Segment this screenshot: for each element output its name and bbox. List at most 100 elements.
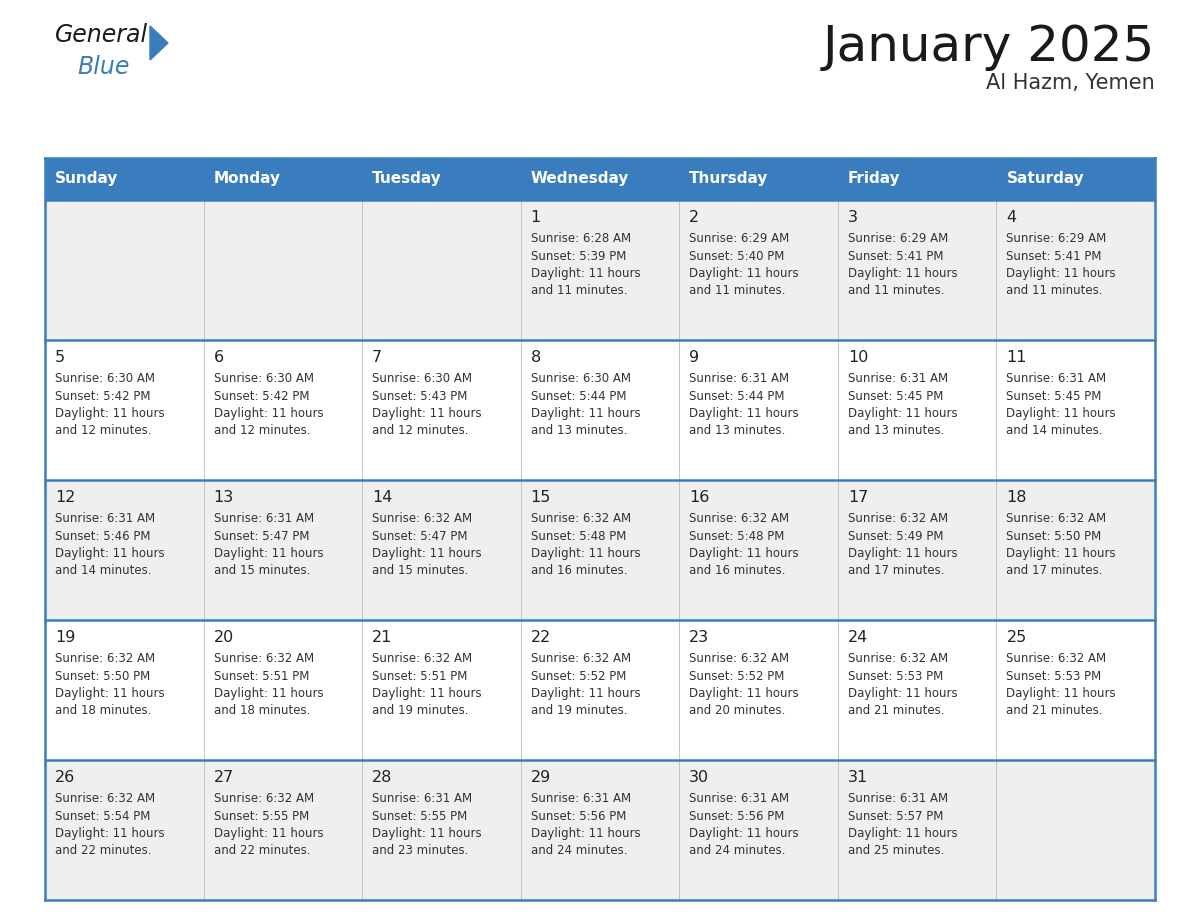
Text: 5: 5 <box>55 350 65 365</box>
Text: Monday: Monday <box>214 172 280 186</box>
Text: 25: 25 <box>1006 630 1026 645</box>
Text: Sunset: 5:45 PM: Sunset: 5:45 PM <box>1006 389 1101 402</box>
Text: Sunrise: 6:32 AM: Sunrise: 6:32 AM <box>848 512 948 525</box>
Text: 27: 27 <box>214 770 234 785</box>
Text: Sunrise: 6:32 AM: Sunrise: 6:32 AM <box>848 652 948 665</box>
Text: Sunrise: 6:31 AM: Sunrise: 6:31 AM <box>372 792 473 805</box>
Text: Sunset: 5:42 PM: Sunset: 5:42 PM <box>55 389 151 402</box>
Text: 3: 3 <box>848 210 858 225</box>
Text: Sunset: 5:44 PM: Sunset: 5:44 PM <box>531 389 626 402</box>
Text: 30: 30 <box>689 770 709 785</box>
Text: Sunset: 5:52 PM: Sunset: 5:52 PM <box>531 669 626 682</box>
Bar <box>838 158 997 200</box>
Text: Daylight: 11 hours: Daylight: 11 hours <box>689 687 798 700</box>
Text: Sunrise: 6:32 AM: Sunrise: 6:32 AM <box>689 512 789 525</box>
Text: and 18 minutes.: and 18 minutes. <box>214 704 310 718</box>
Text: Sunrise: 6:31 AM: Sunrise: 6:31 AM <box>848 372 948 385</box>
Text: Wednesday: Wednesday <box>531 172 630 186</box>
Text: 2: 2 <box>689 210 700 225</box>
Text: Daylight: 11 hours: Daylight: 11 hours <box>531 267 640 280</box>
Text: and 15 minutes.: and 15 minutes. <box>214 565 310 577</box>
Text: Daylight: 11 hours: Daylight: 11 hours <box>55 547 165 560</box>
Text: Sunset: 5:46 PM: Sunset: 5:46 PM <box>55 530 151 543</box>
Text: January 2025: January 2025 <box>823 23 1155 71</box>
Text: 16: 16 <box>689 490 709 505</box>
Text: Sunset: 5:47 PM: Sunset: 5:47 PM <box>214 530 309 543</box>
Text: Sunrise: 6:29 AM: Sunrise: 6:29 AM <box>689 232 790 245</box>
Text: Sunrise: 6:31 AM: Sunrise: 6:31 AM <box>848 792 948 805</box>
Text: 31: 31 <box>848 770 868 785</box>
Text: Sunrise: 6:31 AM: Sunrise: 6:31 AM <box>1006 372 1106 385</box>
Text: and 12 minutes.: and 12 minutes. <box>214 424 310 438</box>
Text: 23: 23 <box>689 630 709 645</box>
Polygon shape <box>150 26 168 60</box>
Text: 6: 6 <box>214 350 223 365</box>
Text: 19: 19 <box>55 630 75 645</box>
Text: 29: 29 <box>531 770 551 785</box>
Text: and 24 minutes.: and 24 minutes. <box>531 845 627 857</box>
Bar <box>680 158 838 200</box>
Text: Sunrise: 6:31 AM: Sunrise: 6:31 AM <box>55 512 156 525</box>
Text: Sunset: 5:55 PM: Sunset: 5:55 PM <box>372 810 467 823</box>
Text: Daylight: 11 hours: Daylight: 11 hours <box>531 827 640 840</box>
Text: and 14 minutes.: and 14 minutes. <box>1006 424 1102 438</box>
Text: Sunset: 5:49 PM: Sunset: 5:49 PM <box>848 530 943 543</box>
Text: 13: 13 <box>214 490 234 505</box>
Text: Sunset: 5:50 PM: Sunset: 5:50 PM <box>1006 530 1101 543</box>
Text: Sunrise: 6:32 AM: Sunrise: 6:32 AM <box>55 792 156 805</box>
Text: Sunset: 5:51 PM: Sunset: 5:51 PM <box>214 669 309 682</box>
Text: Sunrise: 6:31 AM: Sunrise: 6:31 AM <box>689 372 789 385</box>
Text: Sunrise: 6:30 AM: Sunrise: 6:30 AM <box>531 372 631 385</box>
Bar <box>45 760 1155 900</box>
Text: Daylight: 11 hours: Daylight: 11 hours <box>55 687 165 700</box>
Text: Daylight: 11 hours: Daylight: 11 hours <box>848 407 958 420</box>
Text: and 21 minutes.: and 21 minutes. <box>848 704 944 718</box>
Text: Sunset: 5:55 PM: Sunset: 5:55 PM <box>214 810 309 823</box>
Text: and 16 minutes.: and 16 minutes. <box>689 565 785 577</box>
Text: Sunset: 5:42 PM: Sunset: 5:42 PM <box>214 389 309 402</box>
Text: Sunrise: 6:32 AM: Sunrise: 6:32 AM <box>531 652 631 665</box>
Text: Daylight: 11 hours: Daylight: 11 hours <box>214 687 323 700</box>
Text: Daylight: 11 hours: Daylight: 11 hours <box>689 827 798 840</box>
Text: Sunrise: 6:32 AM: Sunrise: 6:32 AM <box>214 792 314 805</box>
Text: Daylight: 11 hours: Daylight: 11 hours <box>55 407 165 420</box>
Text: Daylight: 11 hours: Daylight: 11 hours <box>1006 407 1116 420</box>
Bar <box>45 340 1155 480</box>
Text: Sunset: 5:51 PM: Sunset: 5:51 PM <box>372 669 468 682</box>
Text: and 11 minutes.: and 11 minutes. <box>531 285 627 297</box>
Text: and 12 minutes.: and 12 minutes. <box>372 424 468 438</box>
Text: and 11 minutes.: and 11 minutes. <box>1006 285 1102 297</box>
Text: Daylight: 11 hours: Daylight: 11 hours <box>372 687 482 700</box>
Text: Daylight: 11 hours: Daylight: 11 hours <box>372 827 482 840</box>
Text: Daylight: 11 hours: Daylight: 11 hours <box>214 827 323 840</box>
Text: Daylight: 11 hours: Daylight: 11 hours <box>689 547 798 560</box>
Text: Sunset: 5:54 PM: Sunset: 5:54 PM <box>55 810 151 823</box>
Text: Daylight: 11 hours: Daylight: 11 hours <box>848 267 958 280</box>
Text: Sunrise: 6:32 AM: Sunrise: 6:32 AM <box>214 652 314 665</box>
Text: and 16 minutes.: and 16 minutes. <box>531 565 627 577</box>
Text: Sunday: Sunday <box>55 172 119 186</box>
Text: and 22 minutes.: and 22 minutes. <box>55 845 152 857</box>
Bar <box>362 158 520 200</box>
Text: Sunrise: 6:32 AM: Sunrise: 6:32 AM <box>531 512 631 525</box>
Text: and 23 minutes.: and 23 minutes. <box>372 845 468 857</box>
Text: Sunrise: 6:32 AM: Sunrise: 6:32 AM <box>689 652 789 665</box>
Text: Sunset: 5:56 PM: Sunset: 5:56 PM <box>531 810 626 823</box>
Text: Sunrise: 6:29 AM: Sunrise: 6:29 AM <box>848 232 948 245</box>
Text: 8: 8 <box>531 350 541 365</box>
Text: Daylight: 11 hours: Daylight: 11 hours <box>531 407 640 420</box>
Text: Daylight: 11 hours: Daylight: 11 hours <box>531 547 640 560</box>
Bar <box>520 158 680 200</box>
Text: 26: 26 <box>55 770 75 785</box>
Text: Sunset: 5:41 PM: Sunset: 5:41 PM <box>1006 250 1102 263</box>
Text: 7: 7 <box>372 350 383 365</box>
Text: Daylight: 11 hours: Daylight: 11 hours <box>689 267 798 280</box>
Text: Sunset: 5:39 PM: Sunset: 5:39 PM <box>531 250 626 263</box>
Text: Blue: Blue <box>77 55 129 79</box>
Text: and 13 minutes.: and 13 minutes. <box>689 424 785 438</box>
Text: 9: 9 <box>689 350 700 365</box>
Text: and 13 minutes.: and 13 minutes. <box>531 424 627 438</box>
Text: Sunrise: 6:28 AM: Sunrise: 6:28 AM <box>531 232 631 245</box>
Text: and 11 minutes.: and 11 minutes. <box>848 285 944 297</box>
Text: Sunset: 5:50 PM: Sunset: 5:50 PM <box>55 669 150 682</box>
